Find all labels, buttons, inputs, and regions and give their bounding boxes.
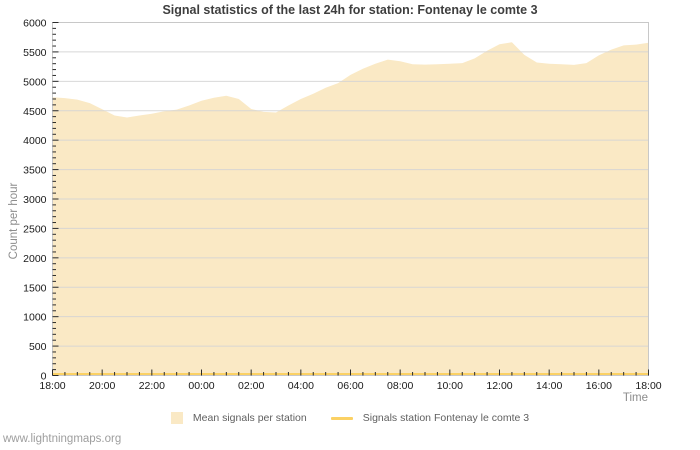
y-tick-label: 6000 <box>23 18 47 30</box>
x-tick-label: 04:00 <box>288 380 314 392</box>
y-tick-label: 4500 <box>23 106 47 118</box>
x-tick-label: 22:00 <box>139 380 165 392</box>
area-mean-signals <box>52 42 649 376</box>
y-tick-label: 2500 <box>23 223 47 235</box>
legend-item-mean-signals: Mean signals per station <box>170 412 307 424</box>
x-tick-label: 16:00 <box>586 380 612 392</box>
y-tick-label: 2000 <box>23 253 47 265</box>
x-tick-label: 08:00 <box>387 380 413 392</box>
chart-title: Signal statistics of the last 24h for st… <box>162 3 538 17</box>
y-tick-label: 3500 <box>23 165 47 177</box>
x-tick-label: 02:00 <box>238 380 264 392</box>
y-tick-label: 1000 <box>23 312 47 324</box>
legend-item-station-signals: Signals station Fontenay le comte 3 <box>330 412 530 424</box>
legend-label-mean-signals: Mean signals per station <box>192 412 307 424</box>
watermark: www.lightningmaps.org <box>3 433 122 445</box>
y-tick-label: 5000 <box>23 76 47 88</box>
x-tick-label: 18:00 <box>39 380 65 392</box>
x-tick-label: 20:00 <box>89 380 115 392</box>
x-tick-label: 14:00 <box>536 380 562 392</box>
y-tick-label: 5500 <box>23 47 47 59</box>
y-tick-label: 0 <box>41 371 47 383</box>
line-swatch-icon <box>330 416 353 420</box>
legend-label-station-signals: Signals station Fontenay le comte 3 <box>362 412 530 424</box>
x-tick-label: 00:00 <box>188 380 214 392</box>
y-axis-label: Count per hour <box>8 182 20 260</box>
y-tick-label: 3000 <box>23 194 47 206</box>
x-tick-label: 06:00 <box>337 380 363 392</box>
legend: Mean signals per station Signals station… <box>0 410 700 426</box>
y-tick-label: 4000 <box>23 135 47 147</box>
y-tick-label: 1500 <box>23 282 47 294</box>
x-axis-label: Time <box>622 392 648 404</box>
area-swatch-icon <box>170 412 183 424</box>
x-tick-label: 18:00 <box>635 380 661 392</box>
x-tick-label: 12:00 <box>486 380 512 392</box>
x-tick-label: 10:00 <box>437 380 463 392</box>
y-tick-label: 500 <box>29 341 47 353</box>
